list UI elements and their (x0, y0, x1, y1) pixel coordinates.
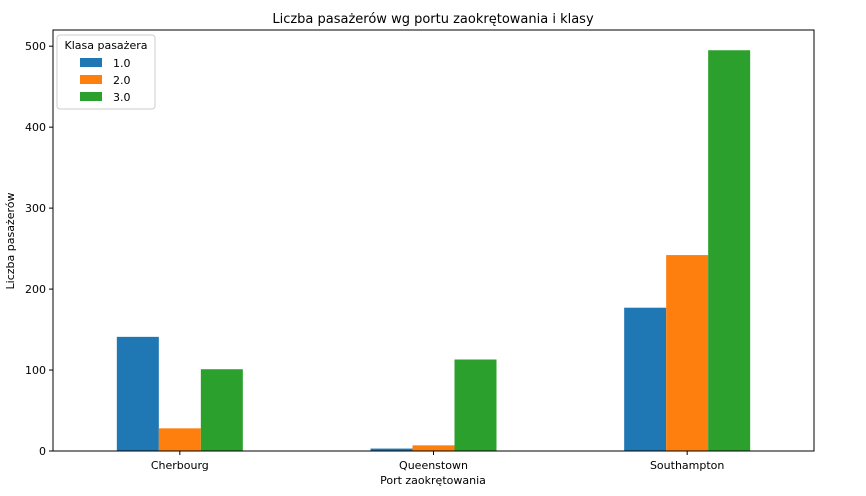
bar-cherbourg-class-2.0 (158, 428, 201, 451)
legend-swatch-1.0 (80, 58, 102, 67)
y-tick-label: 0 (39, 445, 46, 458)
x-tick-label: Queenstown (399, 459, 468, 472)
bar-queenstown-class-2.0 (412, 445, 455, 451)
y-tick-label: 500 (25, 40, 46, 53)
bar-cherbourg-class-3.0 (200, 369, 243, 451)
bar-southampton-class-2.0 (666, 255, 709, 451)
y-axis-label: Liczba pasażerów (4, 193, 17, 290)
bar-southampton-class-3.0 (708, 50, 751, 451)
y-tick-label: 200 (25, 283, 46, 296)
legend: Klasa pasażera 1.0 2.0 3.0 (56, 34, 156, 110)
legend-frame (56, 34, 156, 110)
legend-label-3.0: 3.0 (113, 91, 131, 104)
x-axis-label: Port zaokrętowania (380, 474, 486, 487)
bars-group (116, 50, 751, 451)
legend-label-1.0: 1.0 (113, 57, 131, 70)
legend-swatch-3.0 (80, 92, 102, 101)
legend-label-2.0: 2.0 (113, 74, 131, 87)
x-axis: Cherbourg Queenstown Southampton (151, 451, 724, 472)
y-tick-label: 300 (25, 202, 46, 215)
bar-southampton-class-1.0 (624, 307, 667, 451)
x-tick-label: Cherbourg (151, 459, 209, 472)
bar-cherbourg-class-1.0 (116, 336, 159, 451)
bar-queenstown-class-3.0 (454, 359, 497, 451)
chart-title: Liczba pasażerów wg portu zaokrętowania … (272, 12, 594, 27)
bar-queenstown-class-1.0 (370, 448, 413, 451)
y-axis: 0 100 200 300 400 500 (25, 40, 53, 458)
legend-swatch-2.0 (80, 75, 102, 84)
legend-title: Klasa pasażera (65, 39, 148, 52)
y-tick-label: 100 (25, 364, 46, 377)
y-tick-label: 400 (25, 121, 46, 134)
x-tick-label: Southampton (650, 459, 724, 472)
